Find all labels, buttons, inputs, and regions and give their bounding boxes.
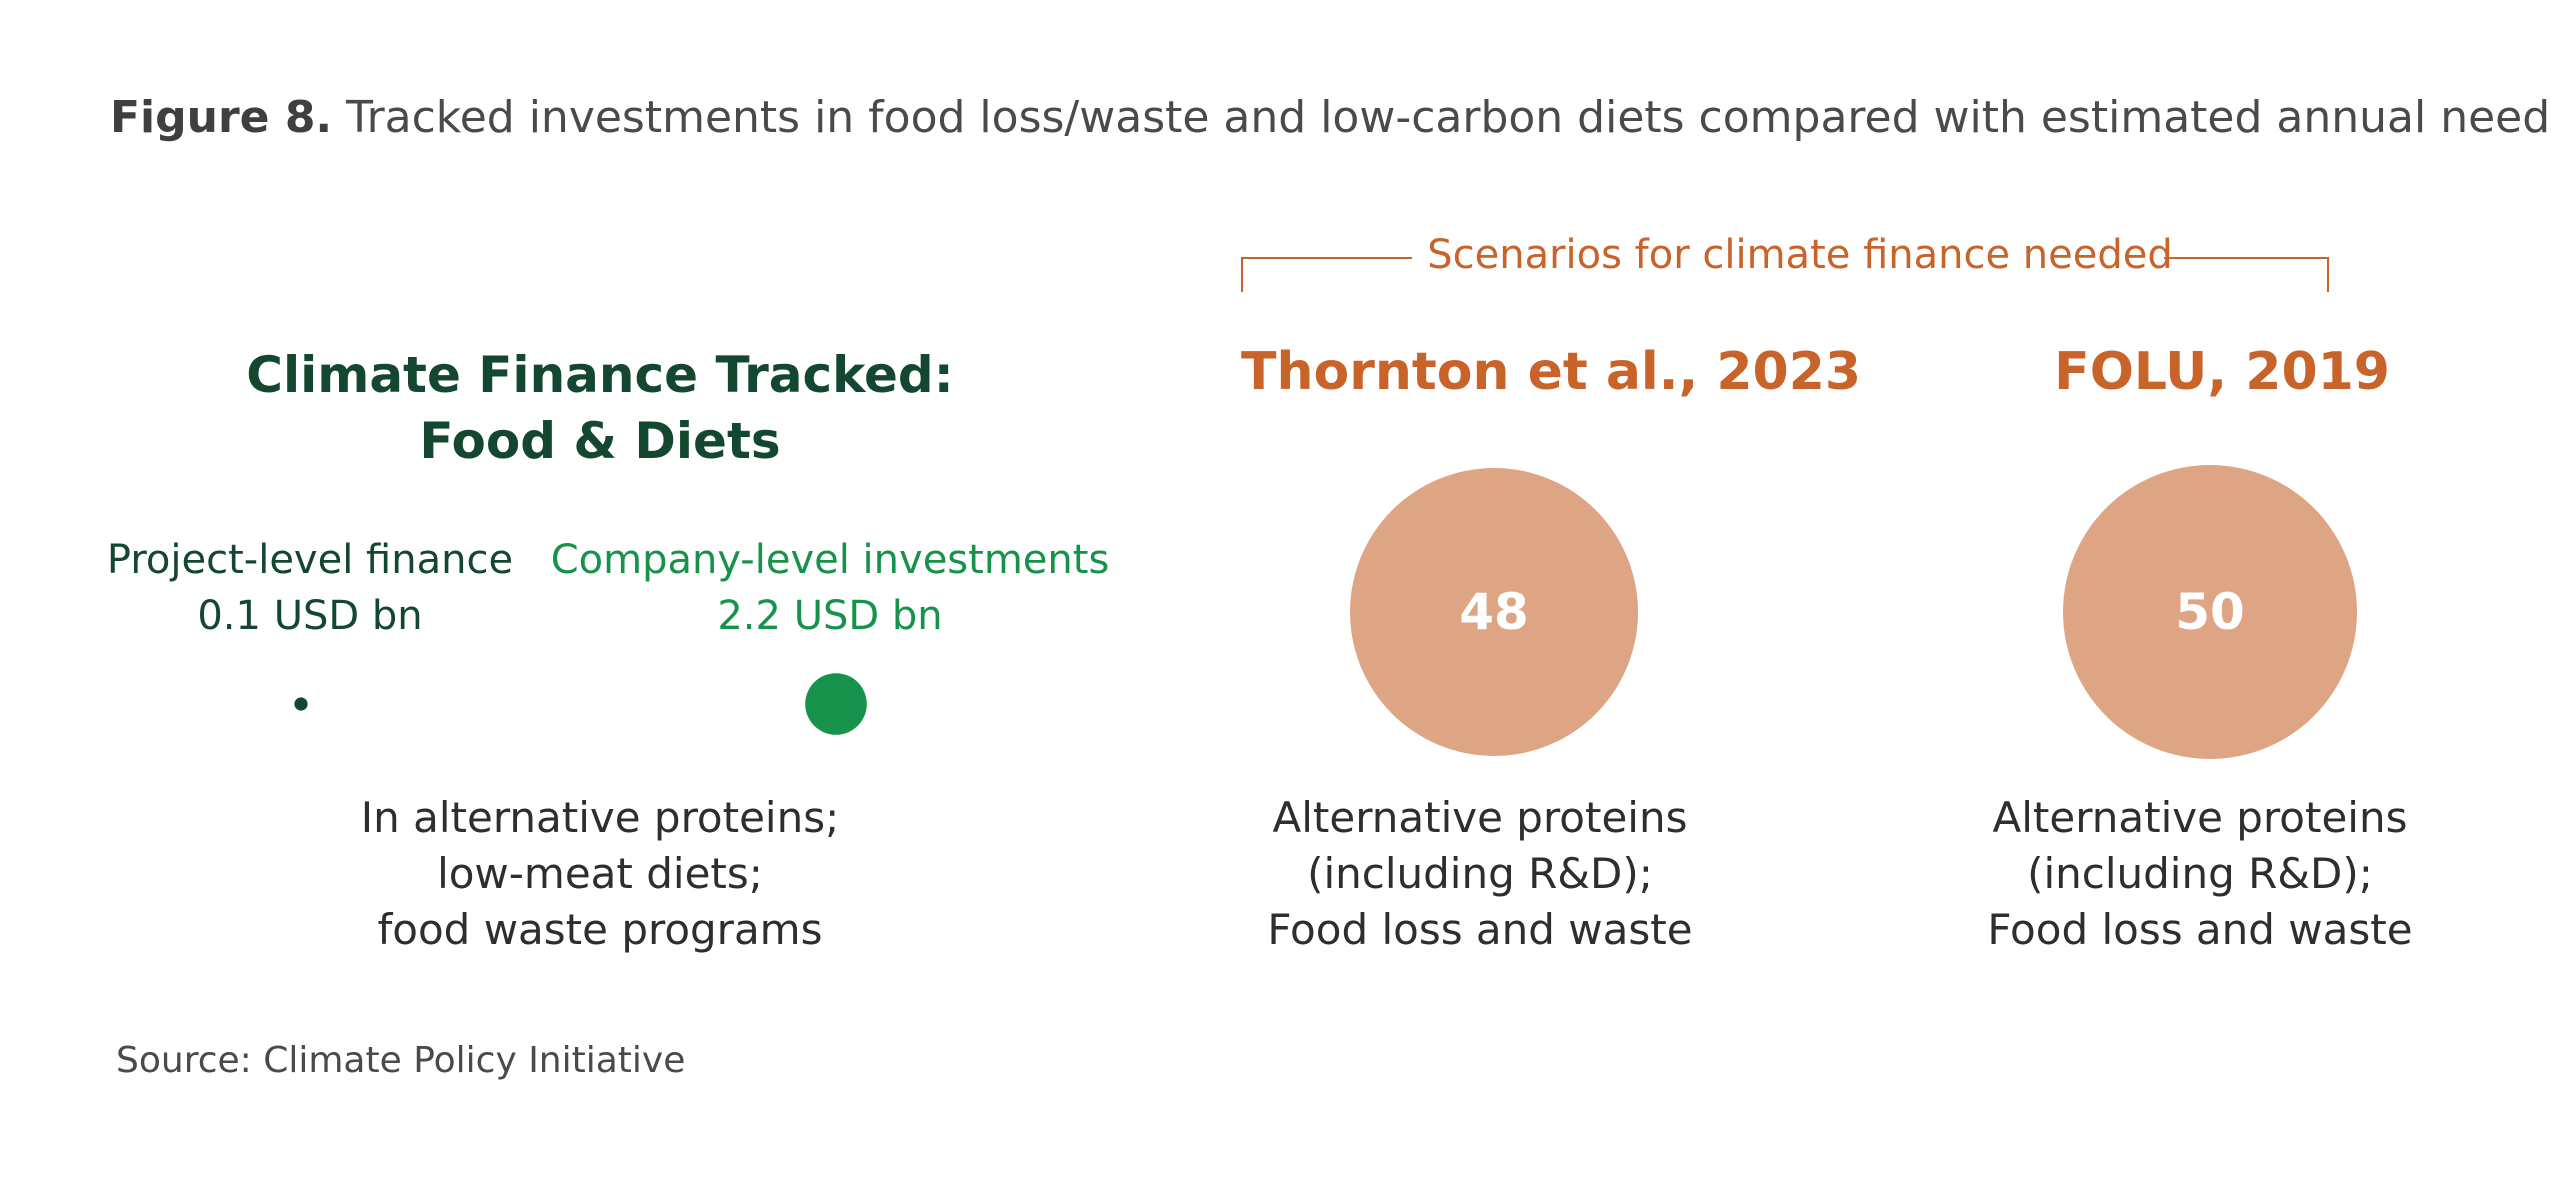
tracked-title-line2: Food & Diets — [419, 412, 781, 470]
tracked-desc-line3: food waste programs — [377, 905, 823, 954]
tracked-desc-line2: low-meat diets; — [437, 849, 763, 898]
thornton-desc-line2: (including R&D); — [1307, 849, 1653, 898]
folu-bubble — [2063, 465, 2357, 759]
folu-desc-line2: (including R&D); — [2027, 849, 2373, 898]
folu-desc: Alternative proteins (including R&D); Fo… — [1900, 790, 2500, 958]
folu-desc-line3: Food loss and waste — [1987, 905, 2413, 954]
company-bubble — [805, 673, 867, 735]
thornton-value-label: 48 — [1459, 583, 1529, 641]
source-note: Source: Climate Policy Initiative — [116, 1040, 686, 1081]
thornton-desc: Alternative proteins (including R&D); Fo… — [1180, 790, 1780, 958]
project-label: Project-level finance — [106, 537, 514, 583]
folu-value-label: 50 — [2175, 583, 2245, 641]
figure-title-text: Tracked investments in food loss/waste a… — [346, 92, 2551, 143]
bracket-right — [2164, 257, 2329, 292]
folu-title: FOLU, 2019 — [2054, 342, 2390, 402]
thornton-desc-line3: Food loss and waste — [1267, 905, 1693, 954]
project-value: 0.1 USD bn — [197, 593, 423, 639]
company-head: Company-level investments 2.2 USD bn — [520, 532, 1140, 644]
project-head: Project-level finance 0.1 USD bn — [60, 532, 560, 644]
company-label: Company-level investments — [550, 537, 1110, 583]
folu-desc-line1: Alternative proteins — [1992, 793, 2408, 842]
tracked-desc-line1: In alternative proteins; — [360, 793, 840, 842]
tracked-title: Climate Finance Tracked: Food & Diets — [200, 342, 1000, 474]
figure-title: Figure 8. Tracked investments in food lo… — [110, 92, 2551, 143]
project-bubble — [294, 697, 308, 711]
thornton-desc-line1: Alternative proteins — [1272, 793, 1688, 842]
tracked-title-line1: Climate Finance Tracked: — [246, 346, 954, 404]
bracket-left — [1241, 257, 1412, 292]
scenarios-label: Scenarios for climate finance needed — [1427, 232, 2173, 278]
company-value: 2.2 USD bn — [717, 593, 943, 639]
tracked-desc: In alternative proteins; low-meat diets;… — [250, 790, 950, 958]
thornton-bubble — [1350, 468, 1638, 756]
figure-label: Figure 8. — [110, 92, 333, 143]
